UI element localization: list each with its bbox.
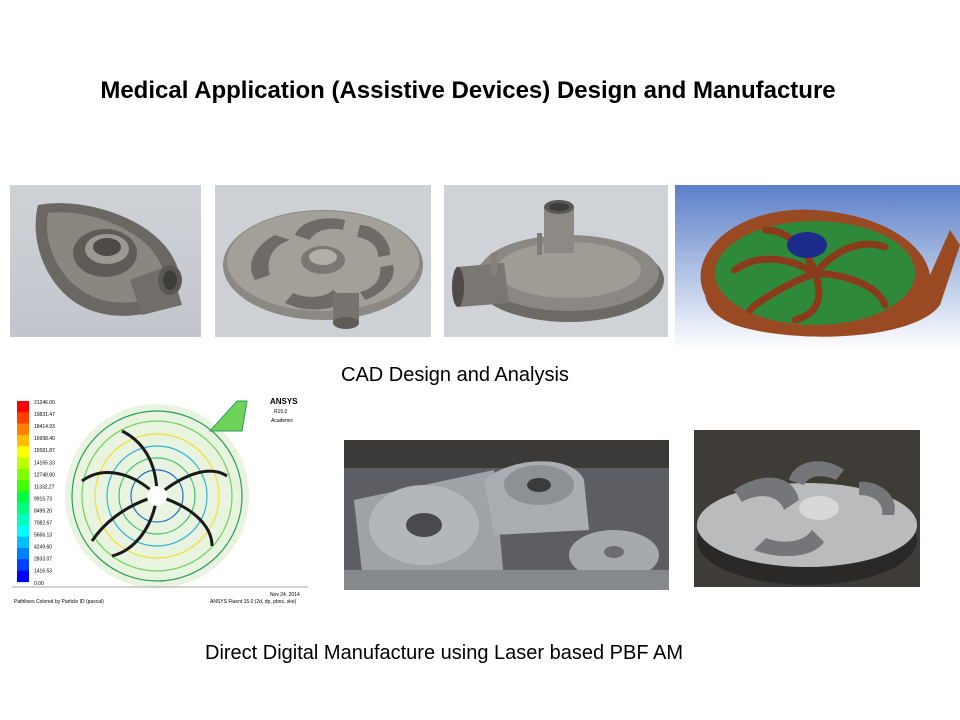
cfd-brand: ANSYS <box>270 397 298 406</box>
legend-label: 12748.80 <box>34 472 55 478</box>
printed-impeller-image <box>694 430 920 587</box>
legend-swatch <box>17 457 29 470</box>
legend-swatch <box>17 491 29 503</box>
legend-label: 21246.00 <box>34 400 55 406</box>
slide-title: Medical Application (Assistive Devices) … <box>100 77 836 104</box>
legend-label: 19831.47 <box>34 412 55 418</box>
legend-swatch <box>17 536 29 549</box>
legend-swatch <box>17 570 29 583</box>
cad-impeller-image <box>215 185 431 337</box>
legend-swatch <box>17 434 29 447</box>
legend-label: 1416.53 <box>34 569 52 575</box>
legend-swatch <box>17 401 29 413</box>
cfd-footer-left: Pathlines Colored by Particle ID (pascal… <box>14 599 104 605</box>
cad-volute-casing-image <box>10 185 201 337</box>
legend-label: 8499.20 <box>34 508 52 514</box>
legend-label: 11332.27 <box>34 484 55 490</box>
legend-label: 4249.60 <box>34 545 52 551</box>
mesh-analysis-image <box>675 185 960 350</box>
legend-label: 5666.13 <box>34 533 52 539</box>
legend-label: 7082.67 <box>34 521 52 527</box>
cfd-footer-date: Nov 24, 2014 <box>270 592 300 598</box>
legend-label: 18414.93 <box>34 424 55 430</box>
manufacture-caption: Direct Digital Manufacture using Laser b… <box>205 642 683 664</box>
legend-swatch <box>17 502 29 515</box>
legend-swatch <box>17 480 29 492</box>
cad-caption: CAD Design and Analysis <box>341 364 569 386</box>
legend-label: 14165.33 <box>34 460 55 466</box>
cad-pump-assembly-image <box>444 185 668 337</box>
legend-swatch <box>17 514 29 526</box>
printed-parts-tray-image <box>344 440 669 590</box>
legend-swatch <box>17 525 29 537</box>
legend-swatch <box>17 412 29 424</box>
cfd-pathlines-plot: 21246.00 19831.47 18414.93 16998.40 15581.87… <box>12 391 308 615</box>
legend-swatch <box>17 446 29 458</box>
legend-swatch <box>17 547 29 560</box>
legend-label: 16998.40 <box>34 436 55 442</box>
cfd-license: Academic <box>271 418 293 424</box>
cfd-version: R15.0 <box>274 409 288 415</box>
cfd-footer-solver: ANSYS Fluent 15.0 (2d, dp, pbns, ske) <box>210 599 296 605</box>
legend-label: 2833.07 <box>34 557 52 563</box>
legend-swatch <box>17 423 29 436</box>
legend-swatch <box>17 468 29 481</box>
legend-label: 9915.73 <box>34 496 52 502</box>
legend-label: 15581.87 <box>34 448 55 454</box>
legend-label: 0.00 <box>34 581 44 587</box>
legend-swatch <box>17 559 29 571</box>
